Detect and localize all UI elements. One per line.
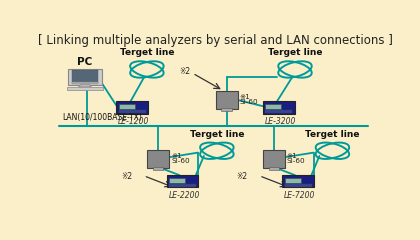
FancyBboxPatch shape	[285, 184, 312, 187]
Text: SI-60: SI-60	[171, 158, 190, 164]
Text: LAN(10/100BASE-TX): LAN(10/100BASE-TX)	[62, 114, 142, 122]
Text: Terget line: Terget line	[305, 130, 360, 139]
Text: ※2: ※2	[237, 172, 248, 181]
FancyBboxPatch shape	[285, 178, 301, 183]
FancyBboxPatch shape	[153, 168, 163, 170]
Text: Terget line: Terget line	[268, 48, 322, 57]
FancyBboxPatch shape	[72, 82, 98, 84]
Text: ※2: ※2	[121, 172, 132, 181]
FancyBboxPatch shape	[147, 150, 169, 168]
Text: SI-60: SI-60	[239, 99, 258, 105]
Text: Terget line: Terget line	[120, 48, 174, 57]
FancyBboxPatch shape	[265, 110, 292, 113]
FancyBboxPatch shape	[269, 168, 279, 170]
FancyBboxPatch shape	[265, 104, 281, 109]
Text: [ Linking multiple analyzers by serial and LAN connections ]: [ Linking multiple analyzers by serial a…	[38, 34, 393, 47]
FancyBboxPatch shape	[119, 110, 146, 113]
FancyBboxPatch shape	[67, 87, 103, 90]
Text: LE-1200: LE-1200	[118, 117, 150, 126]
FancyBboxPatch shape	[68, 69, 102, 85]
Text: LE-3200: LE-3200	[265, 117, 296, 126]
FancyBboxPatch shape	[263, 150, 285, 168]
FancyBboxPatch shape	[116, 101, 148, 114]
Text: ※1: ※1	[171, 153, 182, 159]
FancyBboxPatch shape	[167, 175, 199, 187]
FancyBboxPatch shape	[119, 104, 135, 109]
FancyBboxPatch shape	[169, 184, 196, 187]
Text: SI-60: SI-60	[287, 158, 305, 164]
Polygon shape	[79, 84, 92, 87]
FancyBboxPatch shape	[72, 70, 98, 83]
FancyBboxPatch shape	[169, 178, 186, 183]
Text: Terget line: Terget line	[189, 130, 244, 139]
Text: ※1: ※1	[239, 94, 250, 100]
FancyBboxPatch shape	[221, 108, 232, 111]
FancyBboxPatch shape	[283, 175, 314, 187]
FancyBboxPatch shape	[216, 91, 238, 109]
FancyBboxPatch shape	[263, 101, 294, 114]
Text: PC: PC	[77, 57, 93, 67]
Text: ※1: ※1	[287, 153, 297, 159]
Text: LE-2200: LE-2200	[169, 191, 200, 200]
Text: LE-7200: LE-7200	[284, 191, 315, 200]
Text: ※2: ※2	[179, 67, 191, 76]
